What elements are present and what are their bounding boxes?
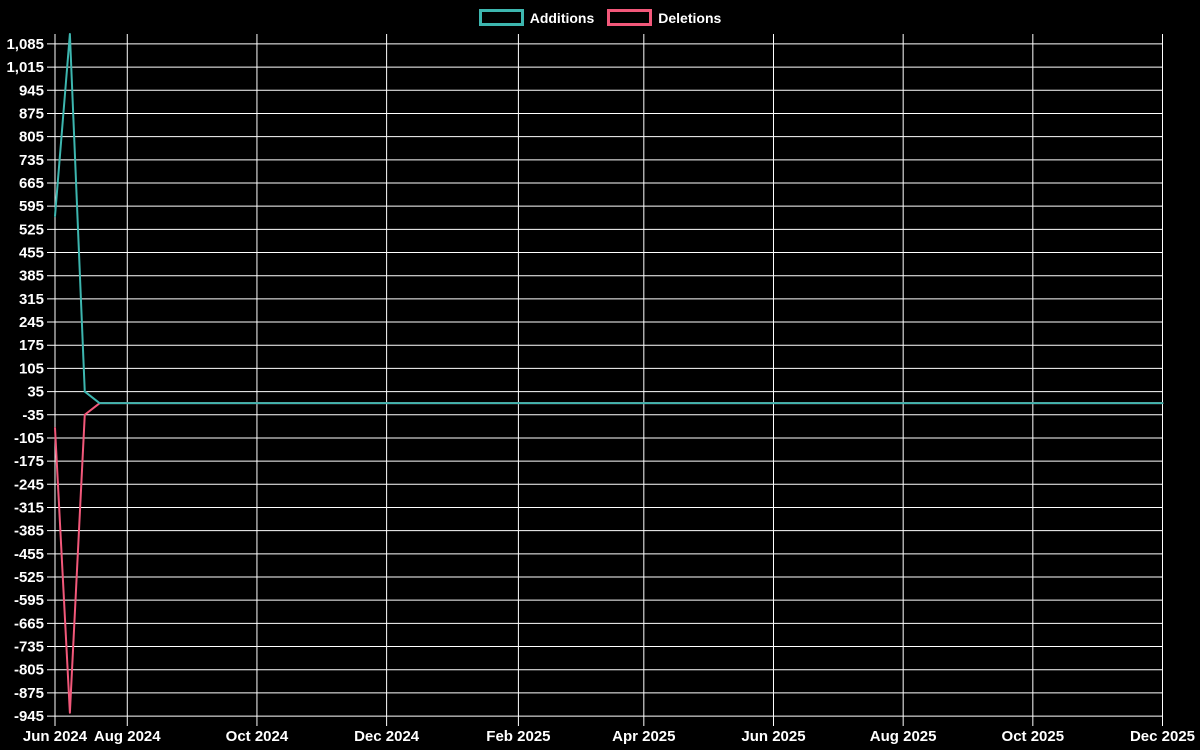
y-tick-label: 945 — [19, 82, 44, 99]
y-tick-label: 875 — [19, 105, 44, 122]
y-tick-label: -945 — [14, 708, 44, 725]
y-tick-label: 315 — [19, 291, 44, 308]
deletions-swatch-icon — [607, 9, 653, 26]
y-tick-label: 455 — [19, 245, 44, 262]
y-tick-label: -315 — [14, 499, 44, 516]
x-tick-label: Aug 2024 — [94, 728, 161, 745]
y-tick-label: -525 — [14, 569, 44, 586]
x-tick-label: Apr 2025 — [612, 728, 675, 745]
x-tick-label: Jun 2025 — [741, 728, 805, 745]
y-tick-label: 665 — [19, 175, 44, 192]
y-tick-label: -175 — [14, 453, 44, 470]
y-tick-label: -595 — [14, 592, 44, 609]
y-tick-label: 735 — [19, 152, 44, 169]
y-tick-label: 1,085 — [6, 36, 44, 53]
y-tick-label: -665 — [14, 615, 44, 632]
y-tick-label: 595 — [19, 198, 44, 215]
series-line-additions[interactable] — [54, 33, 1164, 405]
y-tick-label: 105 — [19, 360, 44, 377]
legend-item-deletions[interactable]: Deletions — [607, 9, 721, 26]
series-line-deletions[interactable] — [54, 402, 1164, 714]
x-tick-label: Aug 2025 — [870, 728, 937, 745]
chart-legend: Additions Deletions — [0, 9, 1200, 26]
y-tick-label: -35 — [22, 407, 44, 424]
y-tick-label: -735 — [14, 639, 44, 656]
legend-label-deletions: Deletions — [658, 9, 722, 26]
y-tick-label: 805 — [19, 129, 44, 146]
y-tick-label: -875 — [14, 685, 44, 702]
y-tick-label: -805 — [14, 662, 44, 679]
x-tick-label: Oct 2025 — [1002, 728, 1065, 745]
y-tick-label: 245 — [19, 314, 44, 331]
y-tick-label: 385 — [19, 268, 44, 285]
y-tick-label: 35 — [27, 384, 44, 401]
y-tick-label: -105 — [14, 430, 44, 447]
legend-label-additions: Additions — [529, 9, 595, 26]
x-tick-label: Dec 2025 — [1130, 728, 1195, 745]
x-tick-label: Oct 2024 — [226, 728, 289, 745]
x-tick-label: Dec 2024 — [354, 728, 420, 745]
y-tick-label: 525 — [19, 221, 44, 238]
y-tick-label: -385 — [14, 523, 44, 540]
y-tick-label: -455 — [14, 546, 44, 563]
y-tick-label: -245 — [14, 476, 44, 493]
y-tick-label: 1,015 — [6, 59, 44, 76]
x-tick-label: Jun 2024 — [23, 728, 88, 745]
y-tick-label: 175 — [19, 337, 44, 354]
additions-swatch-icon — [478, 9, 524, 26]
legend-item-additions[interactable]: Additions — [478, 9, 595, 26]
x-tick-label: Feb 2025 — [486, 728, 550, 745]
